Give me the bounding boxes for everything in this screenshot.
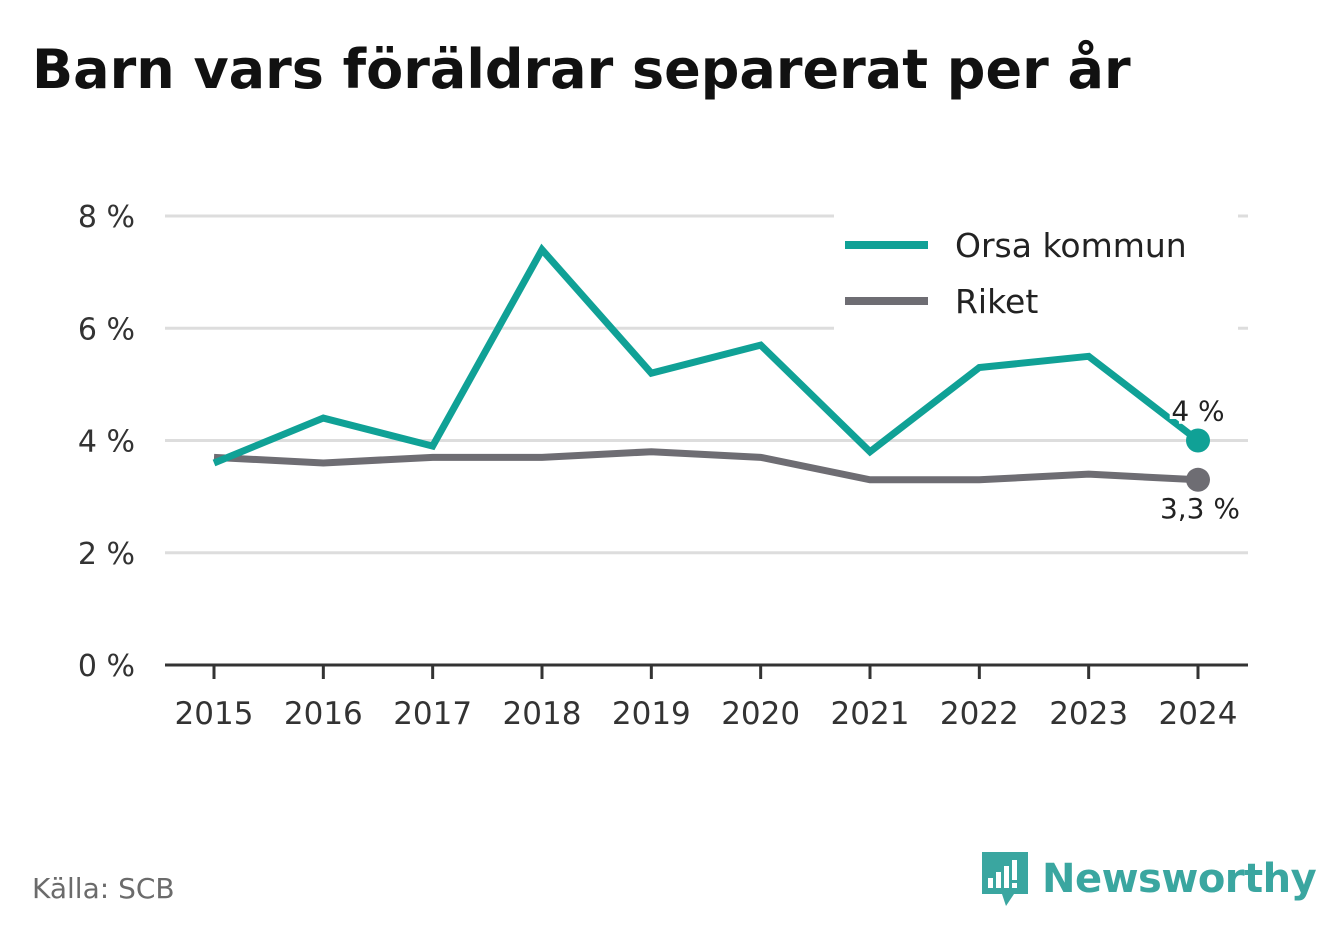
newsworthy-logo-icon [982, 852, 1028, 906]
source-note: Källa: SCB [32, 872, 175, 905]
x-tick-label: 2023 [1049, 696, 1128, 732]
x-tick-label: 2019 [612, 696, 691, 732]
x-tick-label: 2022 [940, 696, 1019, 732]
series-line-riket [213, 448, 1199, 484]
x-tick-label: 2017 [393, 696, 472, 732]
x-tick-label: 2024 [1159, 696, 1238, 732]
series-lines: 3,3 % 4 % [212, 243, 1243, 528]
y-tick-label: 8 % [78, 200, 135, 235]
legend-label: Orsa kommun [955, 226, 1187, 265]
series-end-label: 3,3 % [1160, 492, 1240, 525]
legend: Orsa kommun Riket [834, 214, 1238, 330]
legend-box [834, 214, 1238, 330]
series-end-label: 4 % [1171, 395, 1224, 428]
brand-name: Newsworthy [1042, 856, 1317, 902]
y-axis: 0 % 2 % 4 % 6 % 8 % [78, 200, 135, 684]
x-axis: 2015 2016 2017 2018 2019 2020 2021 2022 2023 2024 [165, 663, 1248, 732]
x-tick-label: 2016 [284, 696, 363, 732]
y-tick-label: 2 % [78, 537, 135, 572]
series-line-orsa-kommun [212, 243, 1201, 467]
y-tick-label: 0 % [78, 649, 135, 684]
x-tick-label: 2015 [175, 696, 254, 732]
series-end-marker [1186, 467, 1210, 492]
x-tick-label: 2020 [721, 696, 800, 732]
y-tick-label: 4 % [78, 425, 135, 460]
chart-title: Barn vars föräldrar separerat per år [32, 38, 1131, 101]
x-tick-label: 2018 [503, 696, 582, 732]
series-end-marker [1186, 428, 1210, 453]
x-tick-label: 2021 [831, 696, 910, 732]
legend-label: Riket [955, 282, 1038, 321]
brand-logo: Newsworthy [980, 850, 1317, 908]
y-tick-label: 6 % [78, 312, 135, 347]
